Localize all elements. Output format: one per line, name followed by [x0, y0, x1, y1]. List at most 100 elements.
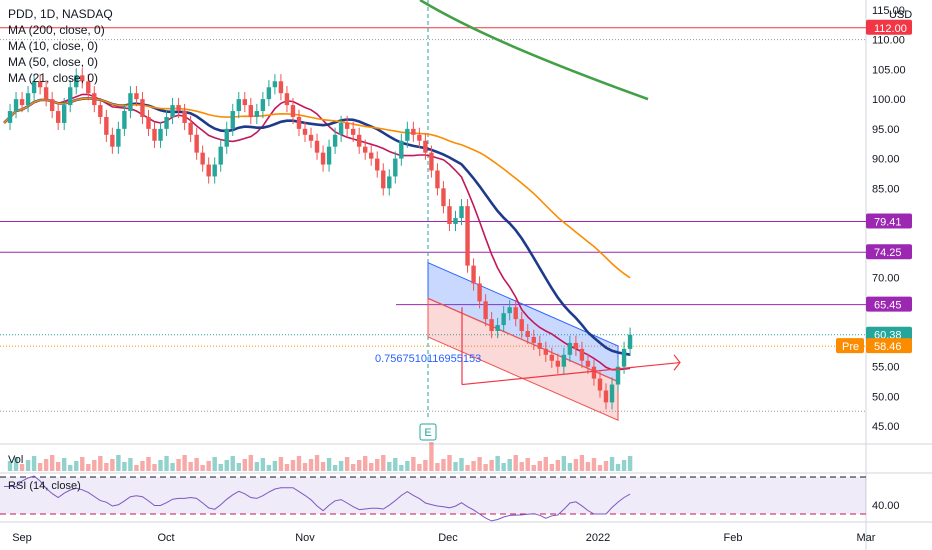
candle-body [501, 313, 506, 326]
price-tag [866, 244, 912, 260]
volume-bar [356, 460, 362, 471]
candle-body [363, 146, 368, 153]
candle-body [158, 128, 163, 141]
volume-bar [236, 463, 241, 471]
candle-body [477, 283, 482, 302]
price-tick-label: 50.00 [872, 391, 900, 403]
volume-bar [260, 458, 266, 471]
candle-body [495, 325, 500, 332]
price-tag [866, 19, 912, 35]
price-tag-label: 79.41 [874, 217, 902, 229]
candle-body [62, 105, 67, 123]
legend-ma10[interactable]: MA (10, close, 0) [8, 39, 99, 53]
time-tick-label: Dec [438, 532, 458, 544]
time-tick-label: Oct [157, 532, 174, 544]
volume-bar [483, 464, 488, 471]
legend-ma50[interactable]: MA (50, close, 0) [8, 55, 99, 69]
ray-arrowhead [673, 354, 681, 371]
chart-legend: PDD, 1D, NASDAQ MA (200, close, 0) MA (1… [8, 6, 113, 86]
candle-body [13, 99, 19, 112]
volume-bar [320, 462, 326, 471]
candle-body [122, 111, 127, 129]
candle-body [489, 319, 494, 332]
candle-body [621, 348, 627, 367]
volume-bar [549, 464, 555, 471]
candle-body [555, 360, 561, 367]
candle-body [399, 140, 404, 159]
candle-body [7, 111, 13, 123]
candle-body [375, 158, 380, 171]
candle-body [68, 87, 73, 106]
volume-bar [363, 456, 368, 471]
volume-bar [543, 457, 548, 471]
volume-bar [134, 465, 139, 471]
candle-body [356, 134, 362, 147]
candle-body [387, 176, 392, 189]
candle-body [423, 140, 428, 153]
volume-bar [62, 458, 67, 471]
legend-ma21[interactable]: MA (21, close, 0) [8, 71, 99, 85]
candle-body [152, 128, 157, 141]
volume-bar [37, 463, 43, 471]
volume-bar [621, 460, 627, 471]
candle-body [86, 81, 91, 94]
volume-bar [122, 462, 127, 471]
candle-body [326, 146, 332, 165]
volume-bar [182, 455, 187, 471]
candle-body [242, 99, 247, 106]
volume-bar [561, 456, 567, 471]
rsi-band [0, 477, 866, 514]
volume-bar [128, 458, 133, 471]
price-tag-label: 74.25 [874, 247, 902, 259]
candle-body [344, 122, 350, 129]
price-tick-label: 90.00 [872, 154, 900, 166]
candle-body [507, 307, 512, 314]
candle-body [435, 170, 440, 189]
volume-bar [296, 456, 302, 471]
candle-body [266, 87, 272, 100]
candle-body [146, 116, 151, 129]
volume-bar [338, 461, 344, 471]
candle-body [254, 111, 260, 117]
candle-body [43, 87, 49, 100]
candle-body [272, 81, 278, 88]
price-tick-label: 45.00 [872, 421, 900, 433]
volume-bar [188, 462, 193, 471]
volume-bar [25, 460, 31, 471]
volume-bar [501, 463, 506, 471]
candle-body [471, 265, 476, 284]
candle-body [597, 378, 603, 391]
candle-body [459, 206, 464, 219]
candle-body [260, 99, 266, 112]
candle-body [25, 93, 31, 106]
candle-body [284, 93, 290, 106]
volume-bar [116, 455, 121, 471]
candle-body [278, 81, 284, 94]
candle-body [429, 152, 434, 171]
candle-body [224, 128, 229, 147]
price-tag [866, 296, 912, 312]
volume-bar [200, 465, 205, 471]
volume-bar [495, 456, 500, 471]
candle-body [567, 342, 573, 355]
candle-body [200, 152, 205, 165]
candle-body [338, 122, 344, 135]
volume-bar [43, 459, 49, 471]
volume-bar [152, 464, 157, 471]
price-tag [866, 213, 912, 229]
volume-bar [164, 456, 169, 471]
volume-bar [104, 463, 109, 471]
volume-bar [609, 457, 615, 471]
volume-bar [591, 458, 597, 471]
rsi-label: RSI (14, close) [8, 480, 81, 492]
price-tag [866, 338, 912, 354]
candle-body [248, 105, 254, 117]
volume-bar [80, 457, 85, 471]
volume-bar [110, 459, 115, 471]
volume-bar [399, 465, 404, 471]
volume-bar [224, 460, 229, 471]
candle-body [176, 105, 181, 112]
volume-bar [381, 455, 386, 471]
legend-ma200[interactable]: MA (200, close, 0) [8, 23, 105, 37]
